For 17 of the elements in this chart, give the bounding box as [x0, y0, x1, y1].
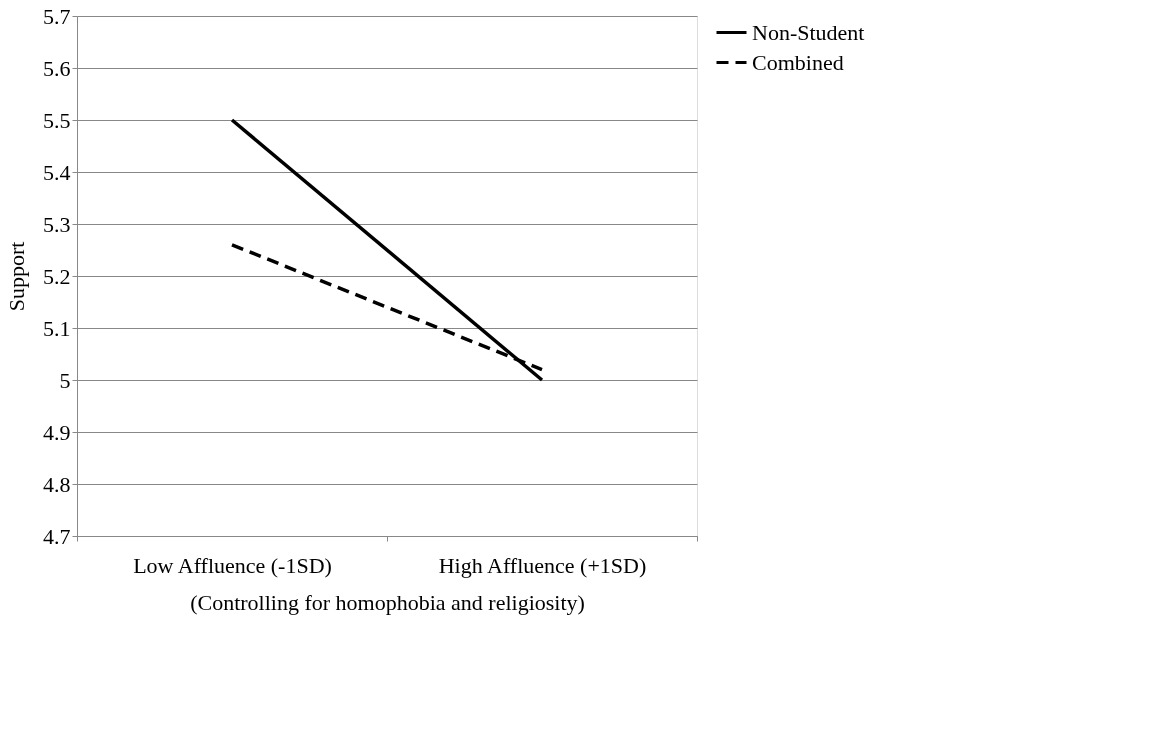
legend-label: Combined: [752, 49, 844, 75]
legend-label: Non-Student: [752, 19, 865, 45]
y-tick-label: 5.4: [43, 159, 71, 185]
y-tick-label: 5.1: [43, 315, 71, 341]
y-tick-label: 4.9: [43, 419, 71, 445]
y-tick-label: 5.6: [43, 55, 71, 81]
y-tick-label: 5.7: [43, 3, 71, 29]
y-tick-label: 4.7: [43, 523, 71, 549]
y-tick-label: 5.5: [43, 107, 71, 133]
y-tick-label: 5.2: [43, 263, 71, 289]
x-tick-label: Low Affluence (-1SD): [133, 552, 332, 578]
y-axis-title: Support: [4, 241, 29, 312]
y-tick-label: 4.8: [43, 471, 71, 497]
y-tick-label: 5.3: [43, 211, 71, 237]
x-tick-label: High Affluence (+1SD): [438, 552, 647, 578]
y-tick-label: 5: [59, 367, 71, 393]
x-axis-title: (Controlling for homophobia and religiosity): [190, 589, 585, 615]
